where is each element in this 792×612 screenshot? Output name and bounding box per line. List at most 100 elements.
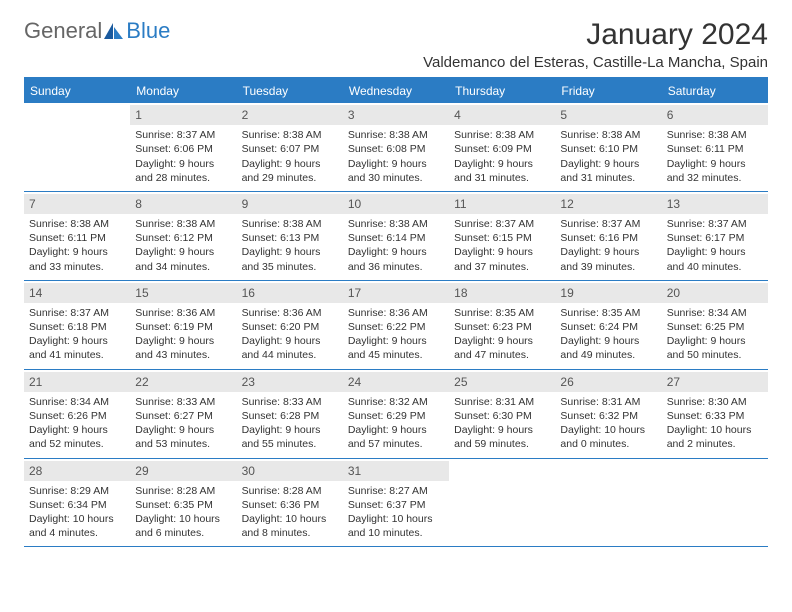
daylight: Daylight: 9 hours and 31 minutes. bbox=[454, 157, 550, 185]
day-number: 29 bbox=[130, 461, 236, 481]
daylight: Daylight: 9 hours and 29 minutes. bbox=[242, 157, 338, 185]
sunrise: Sunrise: 8:36 AM bbox=[348, 306, 444, 320]
sunset: Sunset: 6:07 PM bbox=[242, 142, 338, 156]
calendar-grid: 1Sunrise: 8:37 AMSunset: 6:06 PMDaylight… bbox=[24, 103, 768, 547]
calendar-week: 28Sunrise: 8:29 AMSunset: 6:34 PMDayligh… bbox=[24, 459, 768, 548]
day-number: 14 bbox=[24, 283, 130, 303]
sunrise: Sunrise: 8:32 AM bbox=[348, 395, 444, 409]
day-number: 10 bbox=[343, 194, 449, 214]
sunrise: Sunrise: 8:30 AM bbox=[667, 395, 763, 409]
page-title: January 2024 bbox=[423, 18, 768, 52]
sunset: Sunset: 6:12 PM bbox=[135, 231, 231, 245]
sunrise: Sunrise: 8:37 AM bbox=[454, 217, 550, 231]
calendar-week: 1Sunrise: 8:37 AMSunset: 6:06 PMDaylight… bbox=[24, 103, 768, 192]
sunset: Sunset: 6:33 PM bbox=[667, 409, 763, 423]
calendar-cell bbox=[24, 103, 130, 191]
calendar-cell: 7Sunrise: 8:38 AMSunset: 6:11 PMDaylight… bbox=[24, 192, 130, 280]
calendar-cell: 30Sunrise: 8:28 AMSunset: 6:36 PMDayligh… bbox=[237, 459, 343, 547]
logo: General Blue bbox=[24, 18, 170, 44]
day-number: 24 bbox=[343, 372, 449, 392]
calendar-cell: 23Sunrise: 8:33 AMSunset: 6:28 PMDayligh… bbox=[237, 370, 343, 458]
calendar-cell: 8Sunrise: 8:38 AMSunset: 6:12 PMDaylight… bbox=[130, 192, 236, 280]
daylight: Daylight: 10 hours and 4 minutes. bbox=[29, 512, 125, 540]
day-number: 30 bbox=[237, 461, 343, 481]
sunset: Sunset: 6:15 PM bbox=[454, 231, 550, 245]
daylight: Daylight: 9 hours and 44 minutes. bbox=[242, 334, 338, 362]
daylight: Daylight: 9 hours and 59 minutes. bbox=[454, 423, 550, 451]
daylight: Daylight: 9 hours and 43 minutes. bbox=[135, 334, 231, 362]
day-number: 6 bbox=[662, 105, 768, 125]
daylight: Daylight: 9 hours and 52 minutes. bbox=[29, 423, 125, 451]
calendar-cell bbox=[662, 459, 768, 547]
calendar-cell: 16Sunrise: 8:36 AMSunset: 6:20 PMDayligh… bbox=[237, 281, 343, 369]
sunset: Sunset: 6:30 PM bbox=[454, 409, 550, 423]
sunset: Sunset: 6:27 PM bbox=[135, 409, 231, 423]
calendar-cell: 13Sunrise: 8:37 AMSunset: 6:17 PMDayligh… bbox=[662, 192, 768, 280]
day-number: 16 bbox=[237, 283, 343, 303]
dow-fri: Friday bbox=[555, 79, 661, 103]
calendar-cell: 19Sunrise: 8:35 AMSunset: 6:24 PMDayligh… bbox=[555, 281, 661, 369]
sunset: Sunset: 6:13 PM bbox=[242, 231, 338, 245]
sunset: Sunset: 6:35 PM bbox=[135, 498, 231, 512]
daylight: Daylight: 9 hours and 28 minutes. bbox=[135, 157, 231, 185]
sunrise: Sunrise: 8:38 AM bbox=[348, 128, 444, 142]
sunset: Sunset: 6:36 PM bbox=[242, 498, 338, 512]
sunrise: Sunrise: 8:33 AM bbox=[242, 395, 338, 409]
calendar-cell: 11Sunrise: 8:37 AMSunset: 6:15 PMDayligh… bbox=[449, 192, 555, 280]
calendar: Sunday Monday Tuesday Wednesday Thursday… bbox=[24, 77, 768, 547]
calendar-cell: 17Sunrise: 8:36 AMSunset: 6:22 PMDayligh… bbox=[343, 281, 449, 369]
sunset: Sunset: 6:26 PM bbox=[29, 409, 125, 423]
sunrise: Sunrise: 8:28 AM bbox=[135, 484, 231, 498]
calendar-week: 14Sunrise: 8:37 AMSunset: 6:18 PMDayligh… bbox=[24, 281, 768, 370]
calendar-cell: 27Sunrise: 8:30 AMSunset: 6:33 PMDayligh… bbox=[662, 370, 768, 458]
logo-text-1: General bbox=[24, 18, 102, 44]
sunset: Sunset: 6:24 PM bbox=[560, 320, 656, 334]
location: Valdemanco del Esteras, Castille-La Manc… bbox=[423, 54, 768, 71]
calendar-cell: 31Sunrise: 8:27 AMSunset: 6:37 PMDayligh… bbox=[343, 459, 449, 547]
calendar-cell: 18Sunrise: 8:35 AMSunset: 6:23 PMDayligh… bbox=[449, 281, 555, 369]
sunrise: Sunrise: 8:35 AM bbox=[454, 306, 550, 320]
sunset: Sunset: 6:10 PM bbox=[560, 142, 656, 156]
sunset: Sunset: 6:17 PM bbox=[667, 231, 763, 245]
daylight: Daylight: 9 hours and 41 minutes. bbox=[29, 334, 125, 362]
sunrise: Sunrise: 8:37 AM bbox=[560, 217, 656, 231]
sunrise: Sunrise: 8:34 AM bbox=[29, 395, 125, 409]
calendar-cell: 10Sunrise: 8:38 AMSunset: 6:14 PMDayligh… bbox=[343, 192, 449, 280]
daylight: Daylight: 9 hours and 33 minutes. bbox=[29, 245, 125, 273]
sunrise: Sunrise: 8:38 AM bbox=[348, 217, 444, 231]
sunset: Sunset: 6:18 PM bbox=[29, 320, 125, 334]
title-block: January 2024 Valdemanco del Esteras, Cas… bbox=[423, 18, 768, 71]
logo-sail-icon bbox=[104, 23, 124, 39]
calendar-cell: 21Sunrise: 8:34 AMSunset: 6:26 PMDayligh… bbox=[24, 370, 130, 458]
dow-mon: Monday bbox=[130, 79, 236, 103]
day-number: 25 bbox=[449, 372, 555, 392]
calendar-cell: 14Sunrise: 8:37 AMSunset: 6:18 PMDayligh… bbox=[24, 281, 130, 369]
calendar-cell: 28Sunrise: 8:29 AMSunset: 6:34 PMDayligh… bbox=[24, 459, 130, 547]
sunrise: Sunrise: 8:38 AM bbox=[242, 217, 338, 231]
sunrise: Sunrise: 8:36 AM bbox=[242, 306, 338, 320]
day-number: 11 bbox=[449, 194, 555, 214]
dow-tue: Tuesday bbox=[237, 79, 343, 103]
day-number: 8 bbox=[130, 194, 236, 214]
day-number: 5 bbox=[555, 105, 661, 125]
sunrise: Sunrise: 8:38 AM bbox=[560, 128, 656, 142]
day-number: 9 bbox=[237, 194, 343, 214]
day-number: 22 bbox=[130, 372, 236, 392]
day-number: 4 bbox=[449, 105, 555, 125]
calendar-cell: 1Sunrise: 8:37 AMSunset: 6:06 PMDaylight… bbox=[130, 103, 236, 191]
daylight: Daylight: 9 hours and 35 minutes. bbox=[242, 245, 338, 273]
dow-header: Sunday Monday Tuesday Wednesday Thursday… bbox=[24, 79, 768, 103]
daylight: Daylight: 10 hours and 2 minutes. bbox=[667, 423, 763, 451]
sunset: Sunset: 6:34 PM bbox=[29, 498, 125, 512]
calendar-cell: 12Sunrise: 8:37 AMSunset: 6:16 PMDayligh… bbox=[555, 192, 661, 280]
sunset: Sunset: 6:25 PM bbox=[667, 320, 763, 334]
dow-wed: Wednesday bbox=[343, 79, 449, 103]
daylight: Daylight: 9 hours and 40 minutes. bbox=[667, 245, 763, 273]
sunset: Sunset: 6:23 PM bbox=[454, 320, 550, 334]
sunrise: Sunrise: 8:31 AM bbox=[560, 395, 656, 409]
sunrise: Sunrise: 8:34 AM bbox=[667, 306, 763, 320]
sunrise: Sunrise: 8:35 AM bbox=[560, 306, 656, 320]
calendar-cell: 5Sunrise: 8:38 AMSunset: 6:10 PMDaylight… bbox=[555, 103, 661, 191]
sunrise: Sunrise: 8:31 AM bbox=[454, 395, 550, 409]
sunrise: Sunrise: 8:37 AM bbox=[667, 217, 763, 231]
